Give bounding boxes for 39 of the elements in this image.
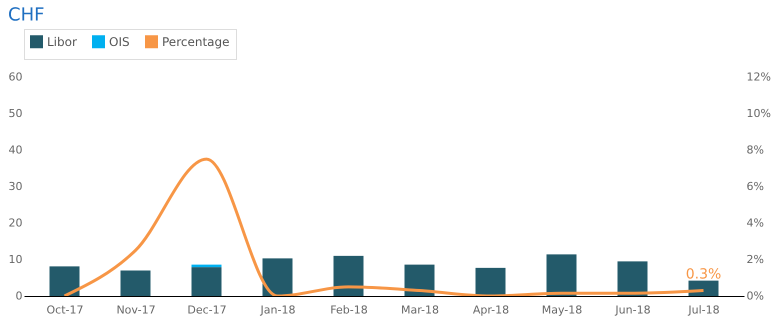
data-label: 0.3% [686,266,722,283]
y-tick-label: 0 [16,290,22,302]
y-tick-label: 30 [8,180,22,193]
bar [262,258,292,296]
y-tick-label: 60 [8,70,22,84]
x-tick-label: Oct-17 [46,304,84,316]
x-tick-label: Jun-18 [614,304,651,316]
x-tick-label: Jul-18 [687,304,720,316]
x-tick-label: Feb-18 [330,304,368,316]
x-tick-label: Dec-17 [187,304,227,316]
y2-tick-label: 0% [746,290,764,302]
chart-title: CHF [8,4,44,26]
y2-tick-label: 6% [746,180,764,193]
bar [120,270,150,296]
y-tick-label: 40 [8,144,22,156]
legend-label: OIS [109,34,130,49]
y-tick-label: 50 [8,107,22,120]
x-tick-label: Apr-18 [472,304,510,316]
legend-label: Percentage [162,34,230,49]
y-tick-label: 10 [8,253,22,266]
bar [50,266,80,296]
x-tick-label: May-18 [542,304,582,316]
legend-label: Libor [47,34,77,49]
x-tick-label: Mar-18 [400,304,440,316]
bar [192,264,222,268]
bar [618,261,648,296]
y-tick-label: 20 [8,216,22,230]
bar [192,267,222,296]
y2-tick-label: 2% [746,253,764,266]
y2-tick-label: 4% [746,216,764,230]
y2-tick-label: 8% [746,144,764,156]
bar [476,268,506,296]
bar [688,280,718,296]
x-tick-label: Jan-18 [260,304,296,316]
x-tick-label: Nov-17 [116,304,156,316]
y2-tick-label: 10% [746,107,771,120]
y2-tick-label: 12% [746,70,771,84]
bar [546,254,576,296]
bar [334,256,364,296]
